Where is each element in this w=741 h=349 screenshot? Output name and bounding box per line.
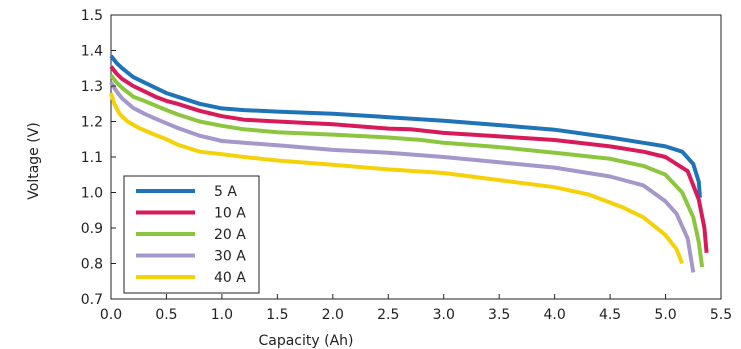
legend: 5 A 10 A 20 A 30 A 40 A	[123, 175, 260, 294]
series-line-1	[109, 54, 702, 198]
x-tick-label: 1.0	[211, 307, 233, 323]
x-tick-label: 0.0	[100, 307, 122, 323]
series-line-4	[109, 81, 696, 273]
y-axis-label: Voltage (V)	[26, 122, 42, 199]
y-tick-label: 1.1	[81, 150, 103, 166]
x-tick-label: 3.0	[433, 307, 455, 323]
y-tick-label: 1.4	[81, 44, 103, 60]
x-tick-label: 0.5	[155, 307, 177, 323]
series-line-5	[109, 92, 685, 265]
x-tick-label: 2.5	[377, 307, 399, 323]
x-axis: 0.0 0.5 1.0 1.5 2.0 2.5 3.0 3.5 4.0 4.5 5.0 5.5	[100, 294, 732, 323]
x-tick-label: 5.0	[654, 307, 676, 323]
x-axis-label: Capacity (Ah)	[258, 333, 353, 349]
x-tick-label: 5.5	[710, 307, 732, 323]
x-tick-label: 3.5	[488, 307, 510, 323]
y-tick-label: 0.8	[81, 257, 103, 273]
y-tick-label: 1.0	[81, 186, 103, 202]
legend-label-4: 30 A	[214, 249, 246, 265]
y-tick-label: 0.7	[81, 292, 103, 308]
series-line-2	[109, 65, 709, 253]
legend-label-5: 40 A	[214, 270, 246, 286]
legend-label-3: 20 A	[214, 227, 246, 243]
legend-label-2: 10 A	[214, 206, 246, 222]
y-tick-label: 1.3	[81, 79, 103, 95]
x-tick-label: 4.0	[544, 307, 566, 323]
x-tick-label: 2.0	[322, 307, 344, 323]
x-tick-label: 1.5	[266, 307, 288, 323]
y-tick-label: 1.5	[81, 8, 103, 24]
y-tick-label: 0.9	[81, 221, 103, 237]
y-tick-label: 1.2	[81, 115, 103, 131]
series-line-3	[109, 74, 705, 268]
x-tick-label: 4.5	[599, 307, 621, 323]
legend-label-1: 5 A	[214, 184, 237, 200]
y-axis: 0.7 0.8 0.9 1.0 1.1 1.2 1.3 1.4 1.5	[81, 8, 116, 308]
series-layer	[109, 54, 709, 273]
